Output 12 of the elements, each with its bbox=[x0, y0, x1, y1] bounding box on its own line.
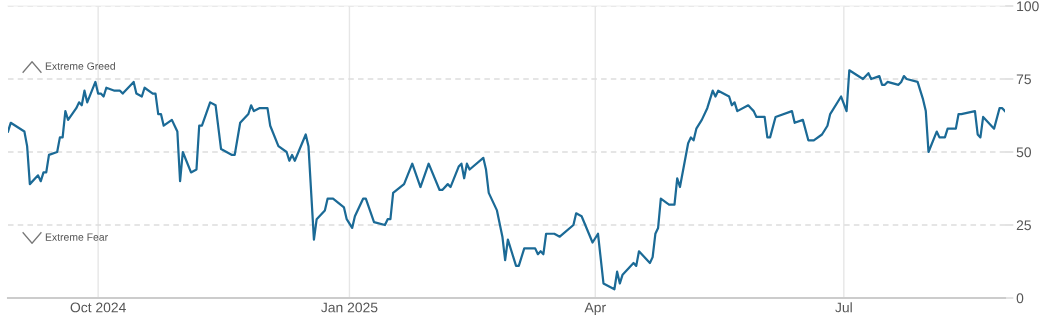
x-tick-label: Jan 2025 bbox=[321, 302, 378, 313]
y-tick-label: 0 bbox=[1016, 293, 1024, 304]
x-tick-label: Apr bbox=[584, 302, 606, 316]
y-tick-label: 25 bbox=[1016, 220, 1031, 231]
x-tick-label: Jul bbox=[835, 302, 852, 313]
annotation: Extreme Fear bbox=[45, 233, 108, 241]
y-tick-label: 75 bbox=[1016, 74, 1031, 85]
y-tick-label: 50 bbox=[1016, 147, 1032, 158]
y-tick-label: 100 bbox=[1017, 1, 1039, 12]
annotation: Extreme Greed bbox=[45, 62, 115, 70]
line-series bbox=[8, 69, 1005, 291]
x-tick-label: Oct 2024 bbox=[70, 302, 126, 313]
